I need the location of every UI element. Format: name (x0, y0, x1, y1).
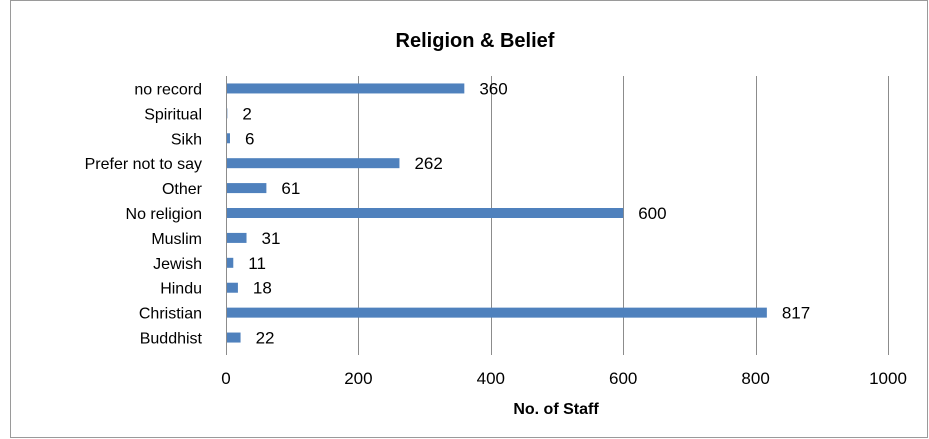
x-tick-label: 1000 (869, 369, 907, 388)
x-tick-label: 400 (477, 369, 505, 388)
data-label: 22 (256, 329, 275, 348)
category-label: Other (162, 181, 203, 198)
bar (226, 158, 400, 169)
x-axis-ticks: 0 200 400 600 800 1000 (221, 350, 907, 388)
data-label: 360 (479, 79, 507, 98)
bar (226, 133, 230, 144)
category-label: No religion (126, 206, 202, 223)
chart-border (10, 0, 928, 438)
category-label: Prefer not to say (85, 156, 202, 173)
category-label: Hindu (160, 281, 202, 298)
category-labels: Buddhist Christian Hindu Jewish Muslim No rel… (85, 81, 203, 347)
data-label: 817 (782, 304, 810, 323)
x-tick-label: 800 (741, 369, 769, 388)
data-label: 6 (245, 129, 254, 148)
data-label: 61 (281, 179, 300, 198)
data-label: 11 (248, 254, 266, 273)
category-label: Muslim (151, 231, 202, 248)
data-label: 2 (242, 104, 251, 123)
x-tick-label: 0 (221, 369, 230, 388)
x-axis-title: No. of Staff (513, 401, 599, 418)
category-label: Sikh (171, 131, 202, 148)
bar (226, 183, 267, 194)
data-label: 18 (253, 279, 272, 298)
category-label: no record (134, 81, 202, 98)
bar (226, 282, 238, 293)
x-tick-label: 600 (609, 369, 637, 388)
bar (226, 208, 624, 218)
x-tick-label: 200 (344, 369, 372, 388)
category-label: Christian (139, 306, 202, 323)
category-label: Jewish (153, 256, 202, 273)
bar (226, 257, 234, 268)
category-label: Spiritual (144, 106, 202, 123)
bar (226, 332, 241, 343)
data-label: 262 (414, 154, 442, 173)
bar (226, 307, 767, 318)
bar (226, 232, 247, 243)
bar (226, 83, 465, 94)
data-label: 31 (262, 229, 281, 248)
chart-title: Religion & Belief (396, 30, 555, 52)
category-label: Buddhist (140, 331, 203, 348)
data-label: 600 (638, 204, 666, 223)
